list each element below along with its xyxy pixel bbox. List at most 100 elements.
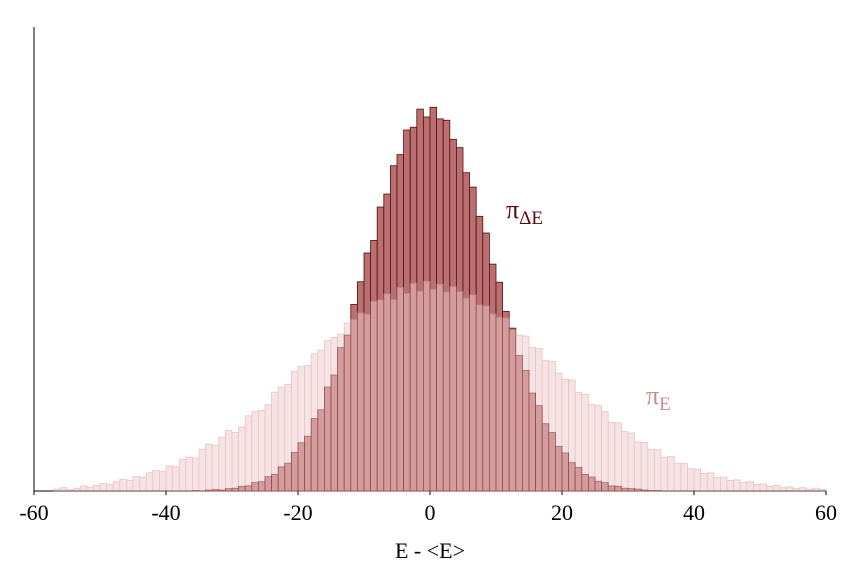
bar xyxy=(66,489,74,492)
bar xyxy=(475,304,484,492)
bar xyxy=(687,468,695,492)
bar xyxy=(119,478,127,492)
bar xyxy=(139,476,147,492)
bar xyxy=(640,441,649,492)
bar xyxy=(271,391,279,492)
bar xyxy=(403,292,411,492)
x-tick-label: 20 xyxy=(551,500,573,525)
bar xyxy=(502,317,510,492)
bar xyxy=(317,350,325,492)
bar xyxy=(654,449,662,492)
bar xyxy=(343,322,352,492)
bar xyxy=(753,484,761,492)
x-axis-label: E - <E> xyxy=(395,538,465,563)
bar xyxy=(482,305,490,492)
bar xyxy=(693,468,701,492)
bar xyxy=(568,379,576,492)
bar xyxy=(469,294,477,492)
x-tick-label: -40 xyxy=(151,500,180,525)
bar xyxy=(152,470,160,492)
bar xyxy=(370,300,378,492)
bar xyxy=(495,316,503,492)
bar xyxy=(60,487,68,492)
bar xyxy=(812,487,820,492)
bar xyxy=(205,443,213,492)
bar xyxy=(191,457,200,492)
bar xyxy=(779,487,787,492)
bar xyxy=(99,483,107,492)
bar xyxy=(627,432,635,492)
bar xyxy=(455,291,464,492)
bar xyxy=(330,337,338,492)
bar xyxy=(555,372,563,492)
bar xyxy=(607,421,616,492)
bar xyxy=(178,459,187,492)
bar xyxy=(284,383,292,492)
bar xyxy=(429,288,437,492)
bar xyxy=(706,472,715,492)
bar xyxy=(436,283,444,492)
x-tick-label: -20 xyxy=(283,500,312,525)
bar xyxy=(238,426,246,492)
bar xyxy=(224,430,233,492)
bar xyxy=(304,365,312,492)
bar xyxy=(350,318,358,492)
bar xyxy=(535,348,543,492)
bar xyxy=(422,280,431,492)
bar xyxy=(548,361,556,492)
bar xyxy=(515,334,523,492)
bar xyxy=(185,456,193,492)
bar xyxy=(680,463,688,492)
bar xyxy=(416,290,424,492)
bar xyxy=(93,485,101,492)
bar xyxy=(442,291,451,492)
bar xyxy=(594,405,602,492)
bar xyxy=(528,347,536,492)
bar xyxy=(218,436,226,492)
series-label-subscript: E xyxy=(659,394,671,415)
bar xyxy=(733,479,741,492)
bar xyxy=(79,485,88,492)
bar xyxy=(290,370,299,492)
bar xyxy=(363,313,371,492)
bar xyxy=(211,445,220,492)
bar xyxy=(126,479,134,492)
x-tick-label: -60 xyxy=(19,500,48,525)
bar xyxy=(720,476,728,492)
bar xyxy=(323,340,332,492)
series-label: πE xyxy=(646,381,671,415)
bar xyxy=(376,299,385,492)
bar xyxy=(588,404,596,492)
bar xyxy=(462,297,470,492)
bar xyxy=(746,481,754,492)
bar xyxy=(310,353,319,492)
bar xyxy=(251,411,259,492)
bar xyxy=(172,466,180,492)
bar xyxy=(522,335,530,492)
series-label-subscript: ΔE xyxy=(519,208,543,229)
bar xyxy=(772,485,781,492)
bar xyxy=(53,488,61,492)
bar xyxy=(396,286,404,492)
bar xyxy=(726,479,734,492)
bar xyxy=(614,422,622,492)
series-label-symbol: π xyxy=(506,195,519,224)
bar xyxy=(759,483,767,492)
bar xyxy=(73,487,81,492)
bar xyxy=(574,392,583,492)
bar xyxy=(667,456,675,492)
bar xyxy=(601,411,609,492)
bar xyxy=(409,282,418,492)
bar xyxy=(561,378,569,492)
bar xyxy=(805,488,814,492)
series-label: πΔE xyxy=(506,195,543,229)
bar xyxy=(383,293,391,492)
histogram-series xyxy=(53,280,827,492)
bar xyxy=(198,448,206,492)
bar xyxy=(634,441,642,492)
bar xyxy=(581,394,589,492)
bar xyxy=(660,456,668,492)
bar xyxy=(257,409,266,492)
bar xyxy=(132,476,140,492)
